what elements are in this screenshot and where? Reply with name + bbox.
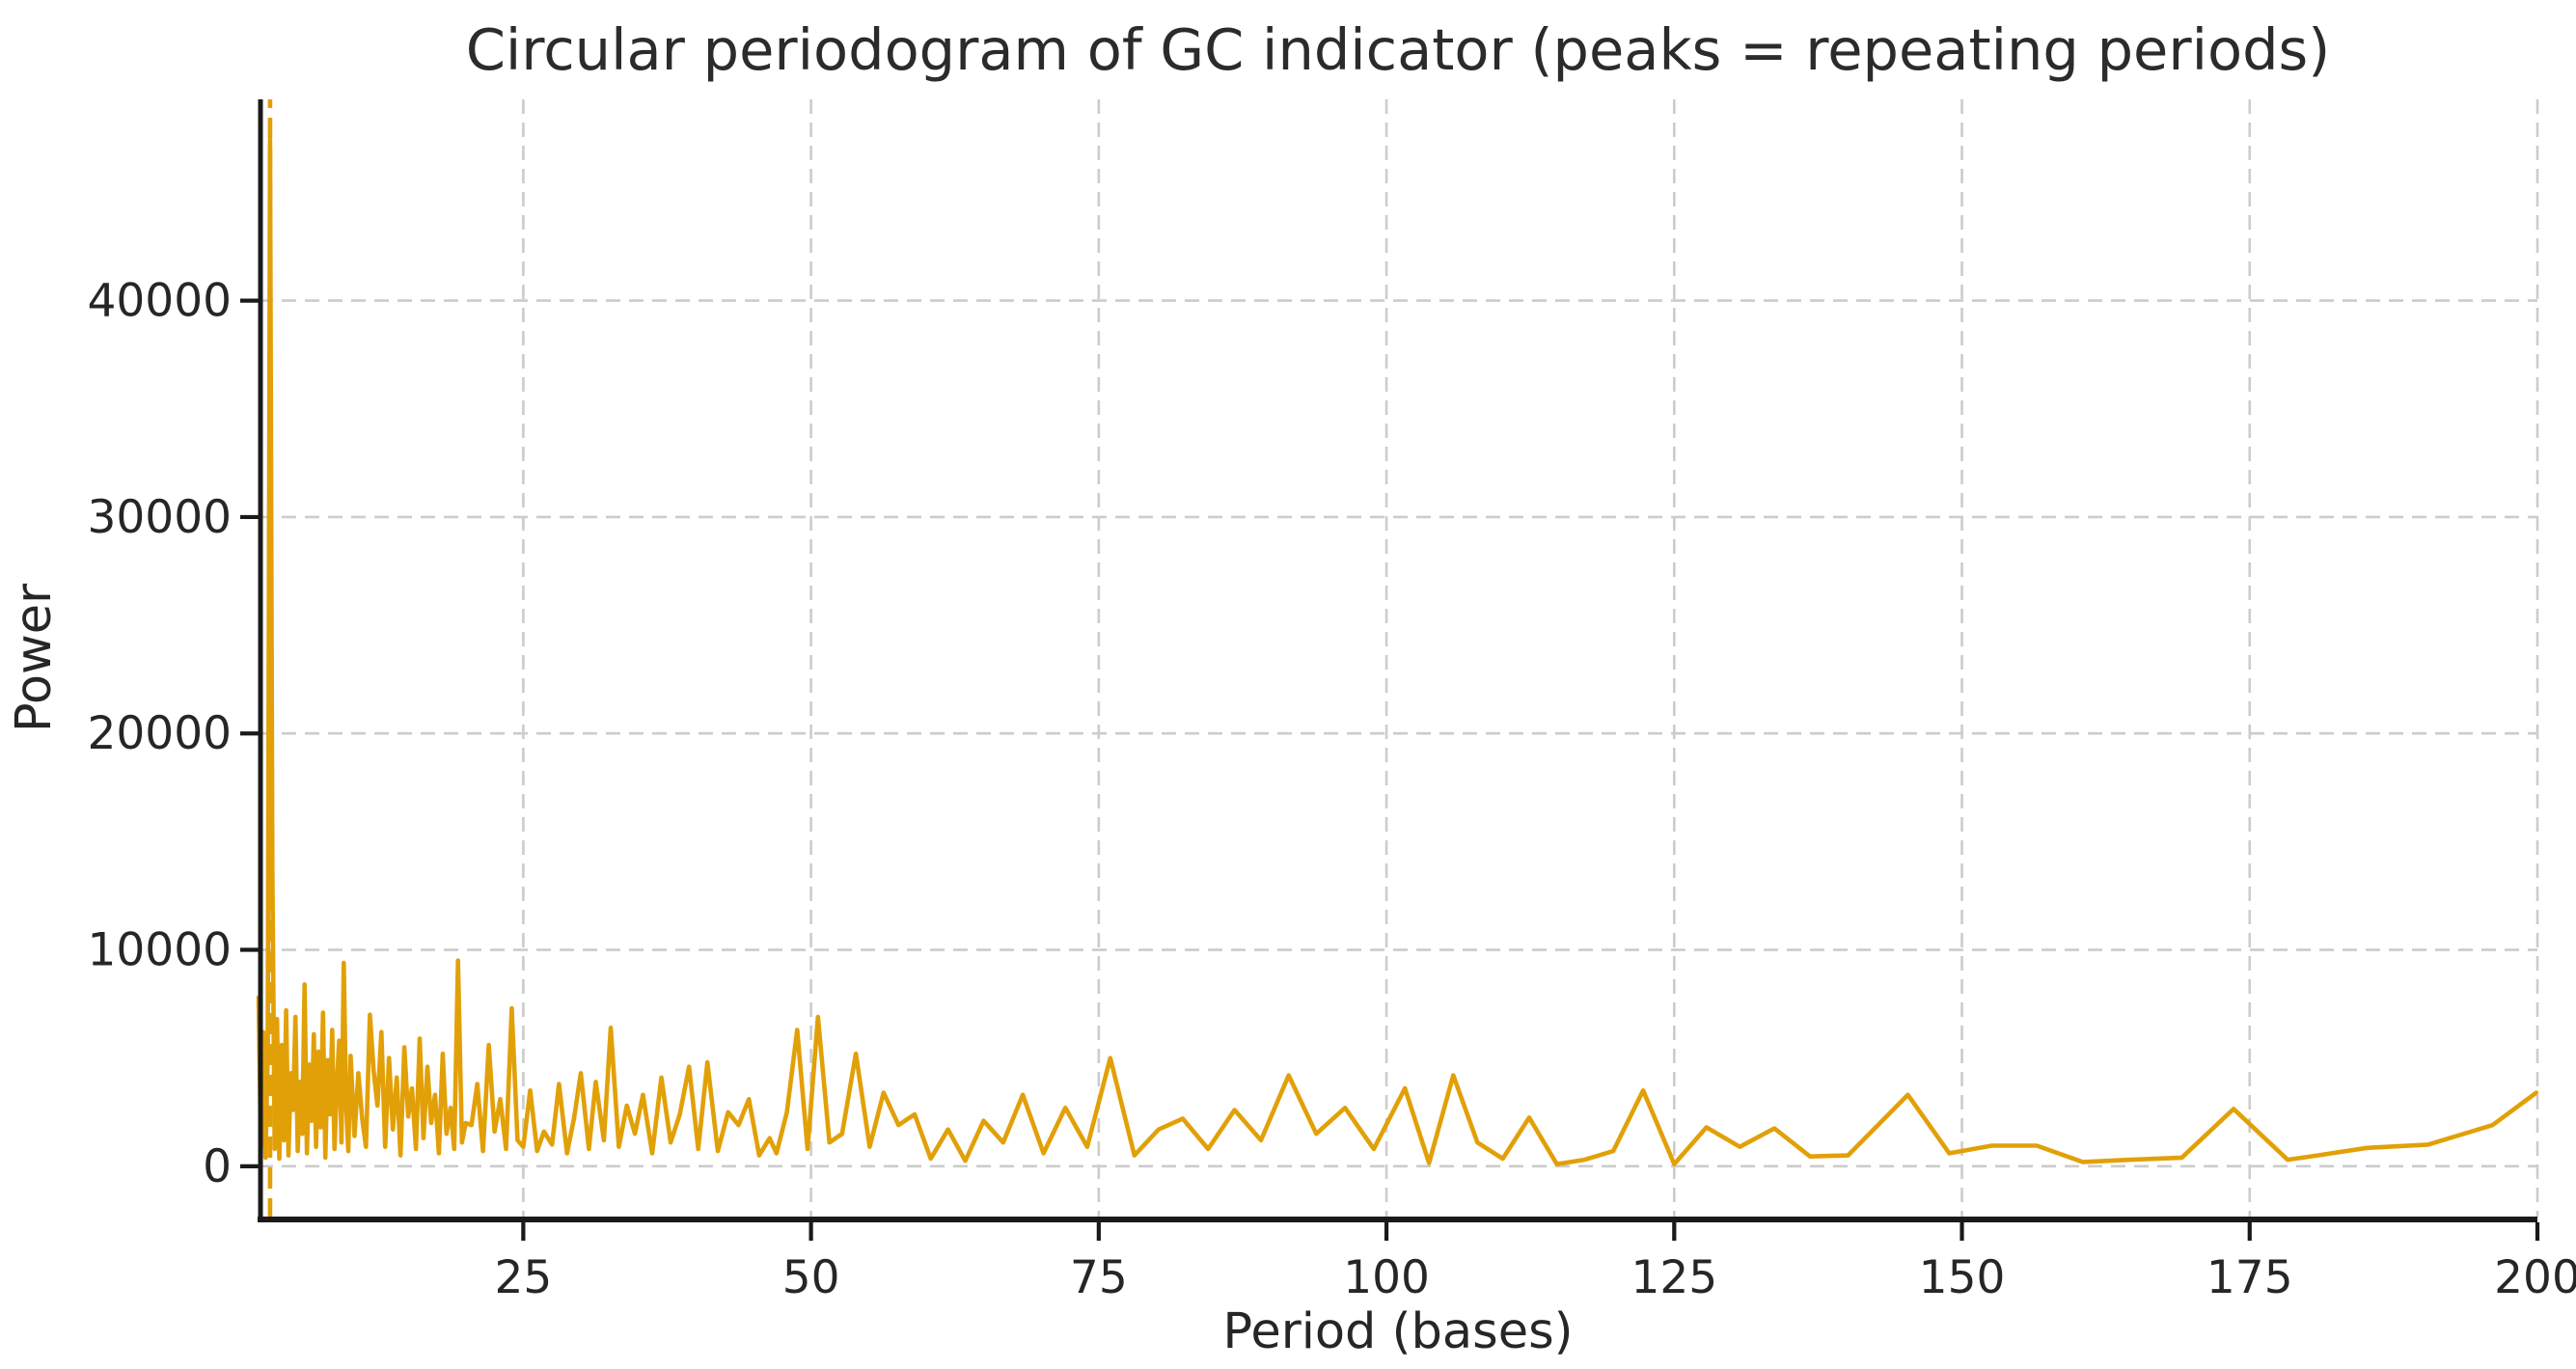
y-tick-label: 0 [203,1140,232,1193]
x-tick-label: 125 [1631,1251,1717,1304]
y-tick-label: 30000 [87,491,232,544]
gridlines [259,99,2539,1218]
y-axis-label: Power [6,584,63,732]
x-tick-label: 175 [2206,1251,2293,1304]
y-tick-label: 10000 [87,924,232,977]
power-line-path [256,138,2539,1166]
x-tick-label: 100 [1343,1251,1430,1304]
x-tick-label: 50 [782,1251,840,1304]
y-tick-label: 20000 [87,707,232,760]
axis-tick-labels: 25 50 75 100 125 150 175 200 0 10000 20000 30000 400… [87,275,2576,1304]
axes-spines [258,99,2537,1222]
y-tick-label: 40000 [87,275,232,328]
x-tick-label: 25 [494,1251,552,1304]
chart-title: Circular periodogram of GC indicator (pe… [466,16,2331,83]
x-tick-label: 150 [1919,1251,2006,1304]
x-tick-label: 200 [2494,1251,2576,1304]
x-axis-label: Period (bases) [1222,1303,1573,1360]
x-tick-label: 75 [1070,1251,1128,1304]
axis-ticks [240,298,2540,1241]
power-series-line [256,138,2539,1166]
